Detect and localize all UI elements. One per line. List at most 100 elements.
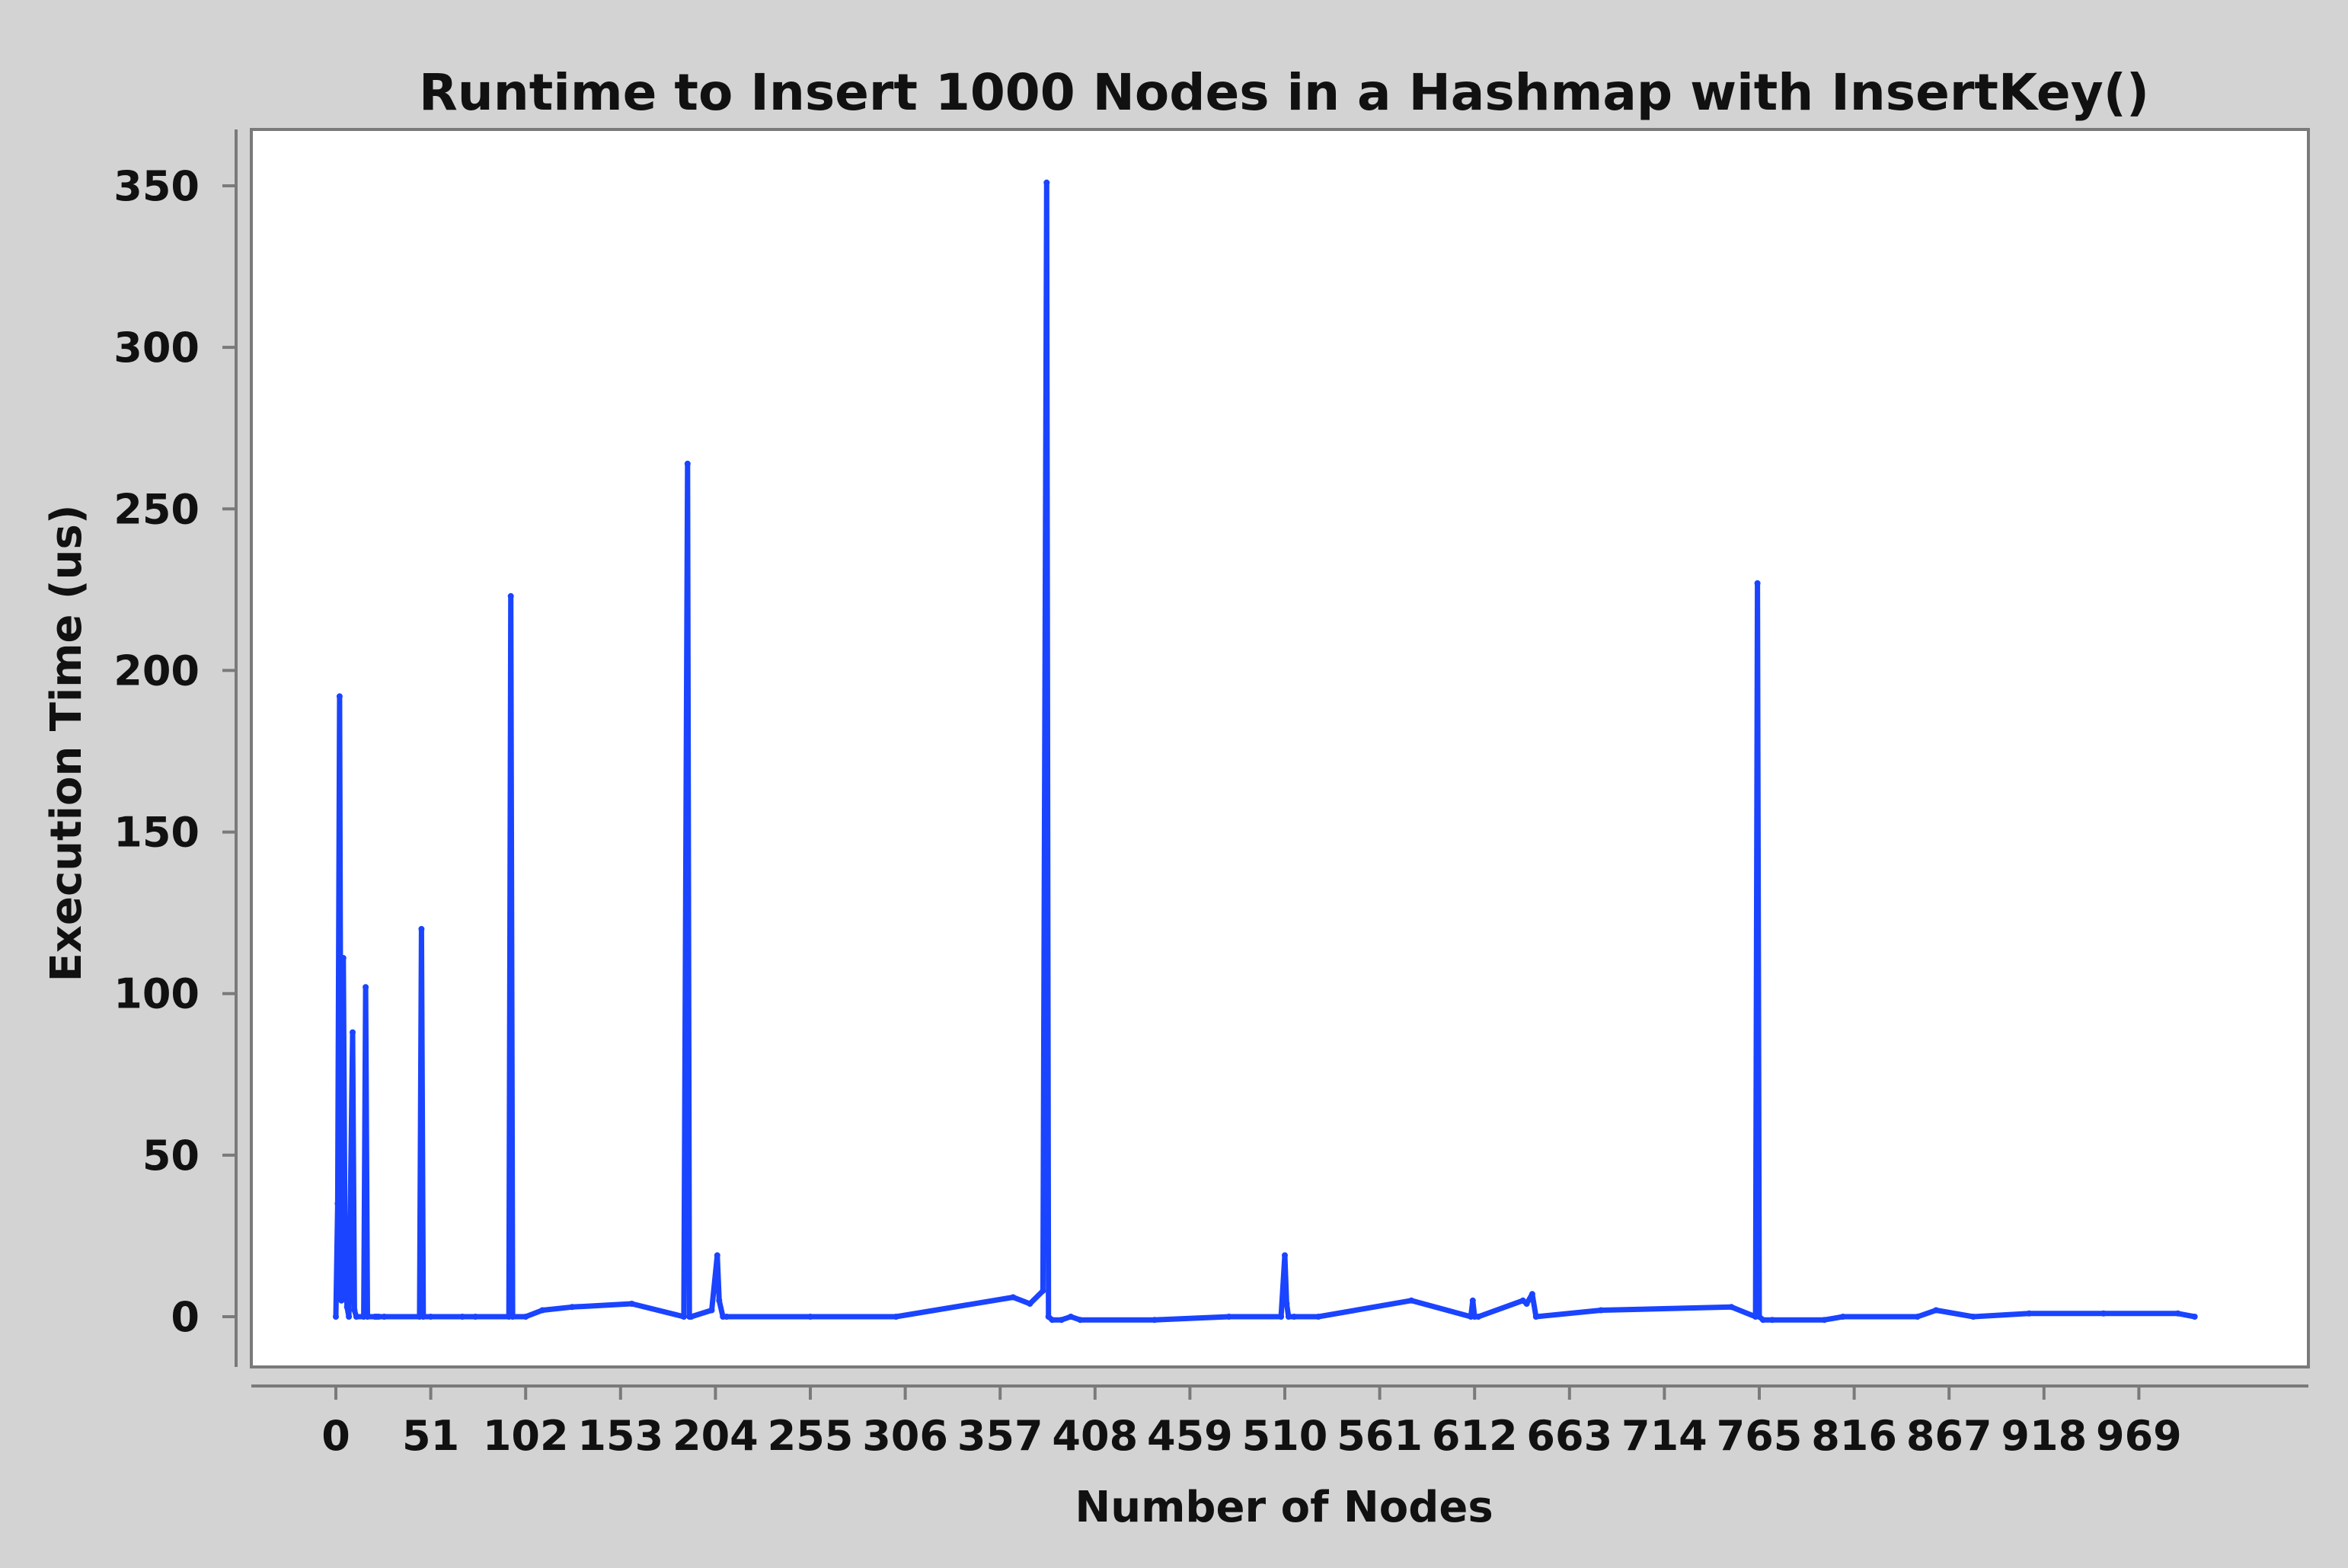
data-point <box>507 592 514 599</box>
data-point <box>1523 1301 1530 1307</box>
x-tick-label: 51 <box>402 1412 459 1460</box>
y-tick-label: 200 <box>113 647 200 695</box>
data-point <box>2191 1314 2198 1320</box>
x-tick-label: 102 <box>483 1412 569 1460</box>
data-point <box>351 1307 358 1314</box>
data-point <box>2026 1310 2033 1317</box>
data-point <box>459 1314 466 1320</box>
y-tick-label: 150 <box>113 809 200 857</box>
y-tick-label: 50 <box>142 1132 200 1180</box>
data-point <box>1315 1314 1321 1320</box>
x-tick-label: 969 <box>2096 1412 2182 1460</box>
x-tick-label: 510 <box>1242 1412 1328 1460</box>
data-point <box>708 1307 715 1314</box>
data-point <box>1754 580 1761 586</box>
data-point <box>1821 1317 1828 1324</box>
data-point <box>680 1314 687 1320</box>
x-tick-label: 153 <box>577 1412 663 1460</box>
x-tick-label: 612 <box>1432 1412 1518 1460</box>
data-point <box>1282 1252 1288 1259</box>
x-tick-label: 408 <box>1052 1412 1138 1460</box>
x-tick-label: 918 <box>2001 1412 2087 1460</box>
x-tick-label: 0 <box>321 1412 350 1460</box>
data-point <box>1283 1301 1290 1307</box>
data-point <box>418 925 425 932</box>
data-point <box>1058 1317 1065 1324</box>
data-point <box>350 1029 356 1036</box>
data-point <box>1225 1314 1232 1320</box>
data-point <box>1914 1314 1921 1320</box>
x-tick-label: 765 <box>1717 1412 1803 1460</box>
data-point <box>1291 1314 1298 1320</box>
data-point <box>1278 1314 1285 1320</box>
data-point <box>1598 1307 1605 1314</box>
data-point <box>2100 1310 2107 1317</box>
x-tick-label: 714 <box>1621 1412 1707 1460</box>
data-point <box>381 1314 388 1320</box>
data-point <box>1970 1314 1976 1320</box>
data-point <box>336 693 343 700</box>
data-point <box>2174 1310 2181 1317</box>
data-point <box>1027 1301 1033 1307</box>
data-point <box>363 984 369 991</box>
data-point <box>420 1314 426 1320</box>
data-point <box>684 460 691 467</box>
data-point <box>346 1314 353 1320</box>
axes: 0 50 100 150 200 250 300 350 0 51 102 153 204 255 306 3… <box>113 129 2308 1460</box>
data-point <box>1532 1314 1539 1320</box>
x-tick-label: 867 <box>1906 1412 1992 1460</box>
data-point <box>1049 1317 1056 1324</box>
data-point <box>628 1301 635 1307</box>
plot-frame <box>250 128 2310 1368</box>
data-point <box>569 1304 576 1311</box>
series-layer <box>333 179 2198 1324</box>
data-point <box>1839 1314 1846 1320</box>
data-point <box>1040 1288 1046 1295</box>
data-point <box>1077 1317 1084 1324</box>
x-tick-label: 204 <box>672 1412 759 1460</box>
data-point <box>472 1314 479 1320</box>
data-point <box>427 1314 434 1320</box>
data-point <box>1469 1297 1476 1304</box>
data-point <box>1728 1304 1735 1311</box>
data-point <box>724 1314 730 1320</box>
data-point <box>807 1314 813 1320</box>
data-point <box>1152 1317 1158 1324</box>
data-point <box>1529 1291 1535 1298</box>
data-point <box>340 955 347 961</box>
data-point <box>893 1314 899 1320</box>
x-tick-label: 357 <box>957 1412 1043 1460</box>
data-point <box>510 1314 516 1320</box>
data-point <box>333 1314 339 1320</box>
data-point <box>338 1297 345 1304</box>
y-tick-label: 100 <box>113 970 200 1018</box>
y-tick-label: 350 <box>113 162 200 210</box>
data-point <box>1068 1314 1074 1320</box>
data-point <box>714 1252 720 1259</box>
data-point <box>342 1265 349 1272</box>
y-axis-title: Execution Time (us) <box>42 505 91 982</box>
y-tick-label: 0 <box>171 1293 200 1341</box>
data-point <box>334 1200 341 1207</box>
chart-title: Runtime to Insert 1000 Nodes in a Hashma… <box>419 63 2149 122</box>
data-point <box>1769 1317 1776 1324</box>
data-point <box>353 1314 359 1320</box>
data-point <box>375 1314 382 1320</box>
data-point <box>1408 1297 1415 1304</box>
data-point <box>1010 1294 1017 1301</box>
data-point <box>1759 1317 1766 1324</box>
x-tick-label: 459 <box>1147 1412 1233 1460</box>
data-point <box>522 1314 529 1320</box>
data-point <box>1475 1314 1482 1320</box>
data-point <box>364 1314 371 1320</box>
data-point <box>1933 1307 1940 1314</box>
data-point <box>1043 179 1050 186</box>
x-tick-label: 255 <box>768 1412 854 1460</box>
x-tick-label: 306 <box>862 1412 948 1460</box>
y-tick-label: 250 <box>113 485 200 533</box>
data-point <box>716 1297 723 1304</box>
data-point <box>688 1314 695 1320</box>
plot-area <box>250 128 2310 1368</box>
